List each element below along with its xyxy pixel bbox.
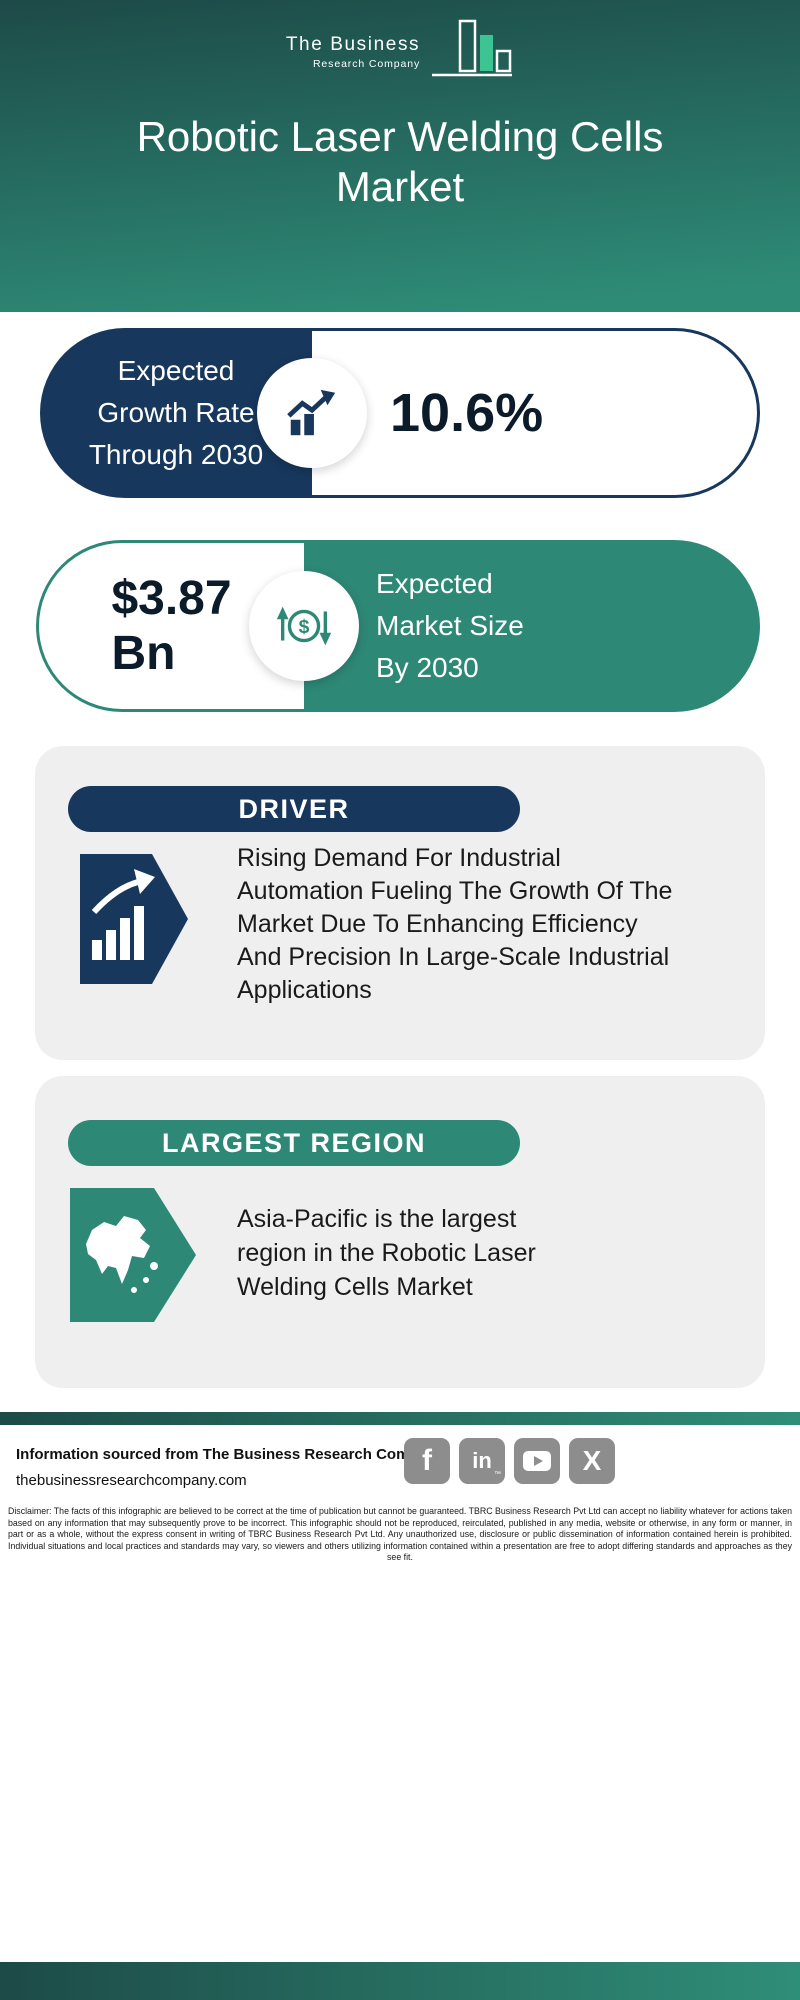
driver-card: DRIVER Rising Demand For Industrial Auto… [35, 746, 765, 1060]
growth-rate-label-panel: Expected Growth Rate Through 2030 [40, 328, 312, 498]
brand-name-line2: Research Company [312, 58, 421, 70]
asia-map-icon [70, 1188, 196, 1322]
region-text: Asia-Pacific is the largest region in th… [237, 1205, 536, 1301]
linkedin-icon[interactable]: in ™ [459, 1438, 505, 1484]
growth-rate-label: Expected Growth Rate Through 2030 [88, 355, 264, 470]
money-icon-badge: $ [249, 571, 359, 681]
bottom-accent-bar [0, 1962, 800, 2000]
youtube-play-icon [523, 1451, 551, 1471]
largest-region-card: LARGEST REGION Asia-Pacific is the large… [35, 1076, 765, 1388]
rising-bars-arrow-icon [80, 854, 188, 984]
market-size-label-panel: Expected Market Size By 2030 [304, 540, 760, 712]
bar-chart-logo-icon [432, 19, 513, 77]
x-icon[interactable]: X [569, 1438, 615, 1484]
region-heading-pill: LARGEST REGION [68, 1120, 520, 1166]
market-size-unit: Bn [111, 627, 176, 680]
brand-name-line1: The Business [285, 34, 421, 55]
facebook-glyph: f [422, 1444, 432, 1477]
brand-logo: The Business Research Company [0, 18, 800, 80]
growth-rate-card: Expected Growth Rate Through 2030 10.6% [40, 328, 760, 498]
footer-source-text: Information sourced from The Business Re… [16, 1446, 445, 1463]
youtube-icon[interactable] [514, 1438, 560, 1484]
page-title: Robotic Laser Welding Cells Market [136, 113, 664, 211]
driver-heading: DRIVER [238, 793, 350, 824]
market-size-card: $3.87 Bn Expected Market Size By 2030 $ [36, 540, 760, 712]
market-size-value: $3.87 [111, 571, 232, 625]
disclaimer-text: Disclaimer: The facts of this infographi… [8, 1506, 792, 1562]
x-glyph: X [582, 1445, 602, 1476]
driver-text: Rising Demand For Industrial Automation … [237, 844, 673, 1004]
trend-up-chart-icon [287, 389, 336, 436]
hero-section: The Business Research Company Robotic La… [0, 0, 800, 312]
brand-name: The Business Research Company [286, 34, 420, 80]
facebook-icon[interactable]: f [404, 1438, 450, 1484]
market-size-label: Expected Market Size By 2030 [376, 568, 524, 683]
market-size-value-box: $3.87 Bn [111, 571, 231, 681]
linkedin-tm: ™ [494, 1471, 501, 1478]
footer-separator-bar [0, 1412, 800, 1425]
footer-website-link[interactable]: thebusinessresearchcompany.com [16, 1472, 247, 1489]
social-links: f in ™ X [404, 1438, 615, 1484]
growth-icon-badge [257, 358, 367, 468]
region-heading: LARGEST REGION [161, 1127, 426, 1158]
growth-rate-value: 10.6% [390, 383, 544, 443]
driver-heading-pill: DRIVER [68, 786, 520, 832]
linkedin-glyph: in [472, 1448, 492, 1473]
growth-rate-value-panel: 10.6% [312, 328, 760, 498]
dollar-cycle-icon: $ [276, 606, 332, 646]
svg-text:$: $ [299, 616, 310, 638]
